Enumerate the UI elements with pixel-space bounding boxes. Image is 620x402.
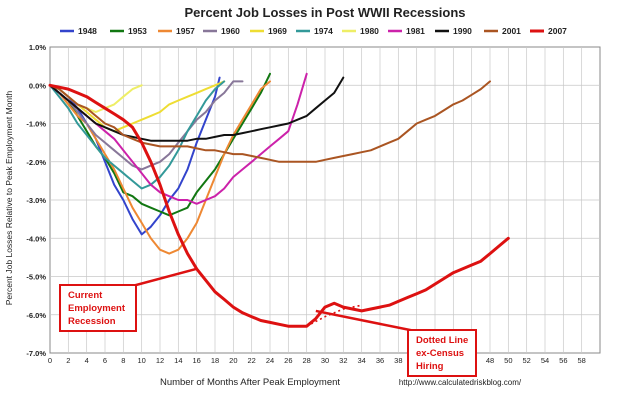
x-tick-label: 0 — [48, 356, 52, 365]
series-line-1990 — [49, 76, 345, 142]
x-tick-label: 6 — [103, 356, 107, 365]
y-tick-label: -2.0% — [26, 158, 46, 167]
legend-label-1969: 1969 — [268, 26, 287, 36]
x-tick-label: 12 — [156, 356, 164, 365]
x-tick-label: 48 — [486, 356, 494, 365]
series-lines — [48, 72, 510, 328]
legend-label-1953: 1953 — [128, 26, 147, 36]
x-tick-label: 8 — [121, 356, 125, 365]
dotted-line-ex-census — [306, 304, 362, 327]
x-tick-label: 52 — [522, 356, 530, 365]
x-tick-label: 28 — [302, 356, 310, 365]
legend-label-1948: 1948 — [78, 26, 97, 36]
x-tick-label: 24 — [266, 356, 274, 365]
x-tick-label: 54 — [541, 356, 549, 365]
legend-label-1974: 1974 — [314, 26, 333, 36]
x-tick-label: 18 — [211, 356, 219, 365]
x-tick-label: 26 — [284, 356, 292, 365]
x-tick-label: 16 — [192, 356, 200, 365]
annotation-text: Dotted Line — [416, 335, 468, 346]
x-tick-label: 14 — [174, 356, 182, 365]
annotation-text: ex-Census — [416, 348, 464, 359]
series-line-1974 — [49, 80, 226, 190]
legend-label-1980: 1980 — [360, 26, 379, 36]
legend-label-1957: 1957 — [176, 26, 195, 36]
x-tick-label: 20 — [229, 356, 237, 365]
series-line-2001 — [49, 80, 491, 163]
y-tick-label: -4.0% — [26, 234, 46, 243]
legend-label-2007: 2007 — [548, 26, 567, 36]
annotation-box — [59, 284, 137, 332]
series-line-2007 — [48, 83, 510, 328]
series-line-1953 — [49, 72, 271, 217]
x-tick-label: 56 — [559, 356, 567, 365]
x-tick-label: 2 — [66, 356, 70, 365]
y-tick-label: -7.0% — [26, 349, 46, 358]
x-axis-label: Number of Months After Peak Employment — [160, 377, 340, 388]
x-tick-label: 10 — [137, 356, 145, 365]
legend-label-1990: 1990 — [453, 26, 472, 36]
y-tick-label: -6.0% — [26, 311, 46, 320]
legend-label-1981: 1981 — [406, 26, 425, 36]
annotation-text: Current — [68, 290, 103, 301]
annotation-box — [407, 329, 477, 377]
x-tick-label: 58 — [577, 356, 585, 365]
annotations: Current Employment Recession Dotted Line ex-… — [59, 267, 477, 377]
x-tick-label: 4 — [85, 356, 89, 365]
legend: 1948 1953 1957 1960 1969 1974 1980 1981 1990 2001… — [60, 26, 567, 36]
annotation-text: Employment — [68, 303, 126, 314]
y-tick-label: 1.0% — [29, 43, 46, 52]
annotation-text: Hiring — [416, 361, 444, 372]
x-tick-label: 36 — [376, 356, 384, 365]
x-tick-label: 32 — [339, 356, 347, 365]
y-tick-label: 0.0% — [29, 81, 46, 90]
x-tick-label: 34 — [357, 356, 365, 365]
chart-title: Percent Job Losses in Post WWII Recessio… — [184, 5, 465, 20]
y-tick-label: -5.0% — [26, 273, 46, 282]
source-label: http://www.calculatedriskblog.com/ — [399, 378, 522, 387]
x-tick-label: 50 — [504, 356, 512, 365]
legend-label-2001: 2001 — [502, 26, 521, 36]
y-axis-label: Percent Job Losses Relative to Peak Empl… — [4, 90, 14, 305]
x-tick-label: 30 — [321, 356, 329, 365]
series-line-1960 — [49, 80, 244, 171]
y-tick-label: -3.0% — [26, 196, 46, 205]
x-tick-label: 22 — [247, 356, 255, 365]
y-tick-label: -1.0% — [26, 120, 46, 129]
annotation-text: Recession — [68, 316, 116, 327]
x-tick-label: 38 — [394, 356, 402, 365]
legend-label-1960: 1960 — [221, 26, 240, 36]
annotation-arrow — [315, 309, 421, 334]
